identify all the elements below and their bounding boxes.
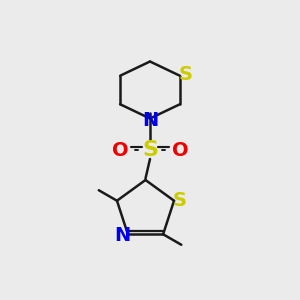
Text: S: S xyxy=(178,65,192,84)
Text: O: O xyxy=(112,140,128,160)
Text: N: N xyxy=(142,111,158,130)
Text: S: S xyxy=(172,191,186,210)
Text: N: N xyxy=(114,226,130,245)
Text: O: O xyxy=(172,140,188,160)
Text: S: S xyxy=(142,140,158,160)
